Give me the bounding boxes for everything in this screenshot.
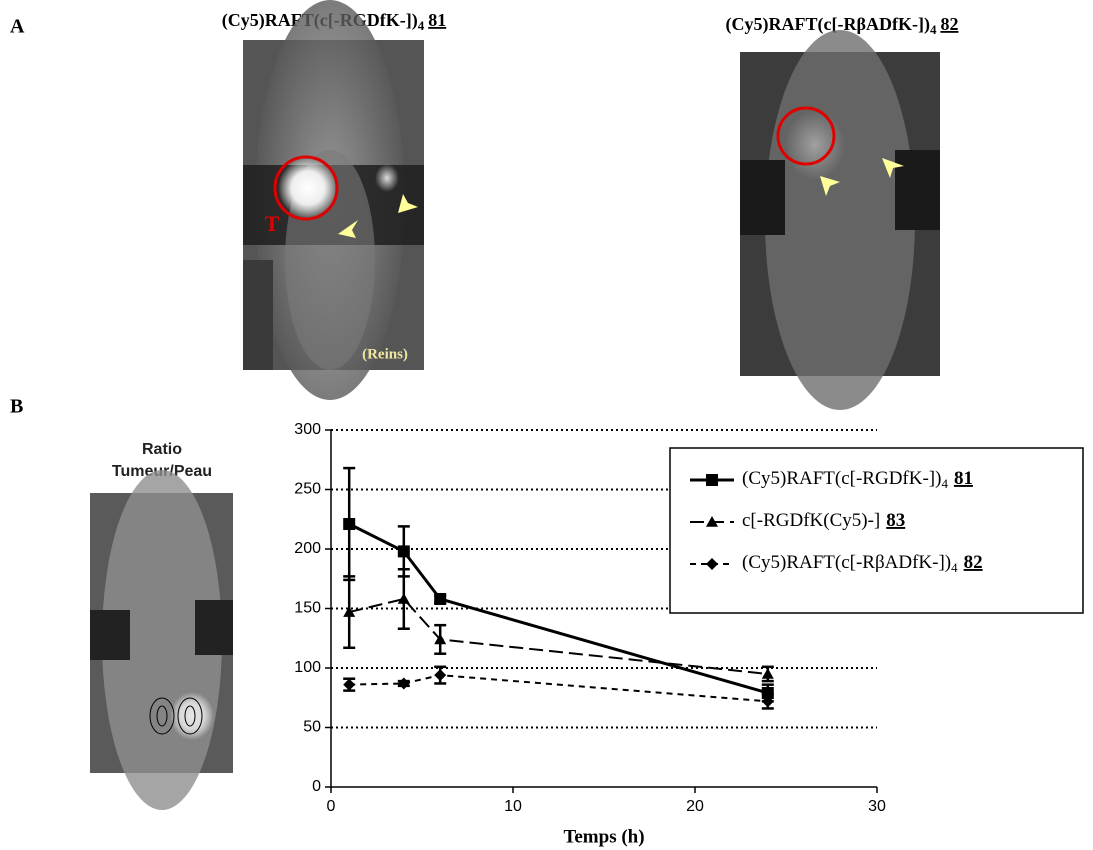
- series-line: [348, 522, 769, 695]
- title-name: (Cy5)RAFT(c[-RβADfK-]): [726, 14, 930, 35]
- marker: [706, 558, 718, 570]
- legend-label: (Cy5)RAFT(c[-RβADfK-])4 82: [742, 552, 983, 575]
- panel-label: B: [10, 396, 23, 418]
- panel-label: A: [10, 16, 25, 38]
- marker: [434, 669, 447, 682]
- annotation: T: [265, 211, 280, 236]
- marker: [343, 678, 356, 691]
- legend-compound: 81: [954, 468, 973, 489]
- y-tick-label: 150: [294, 600, 321, 617]
- marker: [343, 518, 356, 531]
- series-line: [349, 674, 768, 703]
- title-subscript: 4: [418, 18, 425, 33]
- title-compound: 82: [940, 14, 958, 34]
- marker: [706, 516, 718, 527]
- marker: [397, 545, 410, 558]
- series-line: [348, 597, 768, 675]
- legend-subscript: 4: [941, 476, 948, 491]
- image-title: (Cy5)RAFT(c[-RβADfK-])4 82: [726, 14, 959, 37]
- annotation: (Reins): [362, 346, 408, 362]
- x-tick-label: 10: [504, 798, 522, 815]
- y-tick-label: 0: [312, 778, 321, 795]
- y-tick-label: 300: [294, 421, 321, 438]
- legend-box: [669, 447, 1084, 614]
- legend: (Cy5)RAFT(c[-RGDfK-])4 81c[-RGDfK(Cy5)-] 8…: [669, 447, 1084, 614]
- marker: [397, 677, 410, 690]
- marker: [434, 592, 447, 605]
- photo: [90, 470, 233, 810]
- legend-compound: 82: [964, 552, 983, 573]
- legend-label: c[-RGDfK(Cy5)-] 83: [742, 510, 905, 531]
- x-tick-label: 0: [327, 798, 336, 815]
- marker: [761, 667, 774, 679]
- legend-subscript: 4: [951, 560, 958, 575]
- marker: [761, 695, 774, 708]
- marker: [397, 592, 410, 604]
- y-tick-label: 200: [294, 540, 321, 557]
- title-compound: 81: [428, 10, 446, 30]
- legend-label: (Cy5)RAFT(c[-RGDfK-])4 81: [742, 468, 973, 491]
- x-axis-label: Temps (h): [563, 826, 644, 847]
- legend-compound: 83: [886, 510, 905, 531]
- y-tick-label: 50: [303, 719, 321, 736]
- photo: [243, 0, 424, 400]
- marker: [343, 606, 356, 617]
- marker: [434, 633, 447, 645]
- legend-name: (Cy5)RAFT(c[-RGDfK-]): [742, 468, 941, 489]
- legend-name: c[-RGDfK(Cy5)-]: [742, 510, 880, 531]
- y-tick-label: 100: [294, 659, 321, 676]
- legend-name: (Cy5)RAFT(c[-RβADfK-]): [742, 552, 951, 573]
- marker: [706, 474, 718, 486]
- x-tick-label: 30: [868, 798, 886, 815]
- photo: [740, 30, 940, 410]
- title-subscript: 4: [930, 22, 937, 37]
- x-tick-label: 20: [686, 798, 704, 815]
- image-caption: Ratio: [142, 441, 182, 458]
- chart: 0 50 100 150 200 250 300 0 10 20 30 Temps (h) (Cy5)R…: [294, 421, 1084, 847]
- y-tick-label: 250: [294, 481, 321, 498]
